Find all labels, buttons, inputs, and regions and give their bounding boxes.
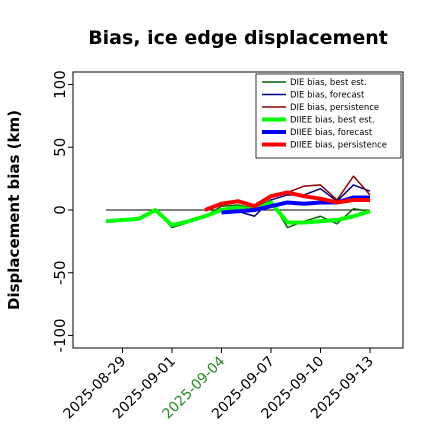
legend-label: DIIEE bias, forecast (290, 128, 373, 138)
legend-label: DIE bias, best est. (290, 78, 367, 88)
legend-label: DIIEE bias, persistence (290, 141, 387, 151)
y-tick-label: 100 (51, 70, 69, 99)
legend-label: DIIEE bias, best est. (290, 116, 375, 126)
y-tick-label: 0 (51, 205, 69, 215)
y-tick-label: -50 (51, 260, 69, 285)
series-line (105, 200, 371, 228)
legend-label: DIE bias, persistence (290, 103, 379, 113)
y-axis-label: Displacement bias (km) (5, 110, 23, 310)
chart-title: Bias, ice edge displacement (88, 27, 388, 49)
series-line (204, 190, 370, 212)
plot-frame (72, 71, 404, 349)
y-tick-label: -100 (51, 318, 69, 352)
y-tick-label: 50 (51, 138, 69, 157)
legend-label: DIE bias, forecast (290, 91, 365, 101)
